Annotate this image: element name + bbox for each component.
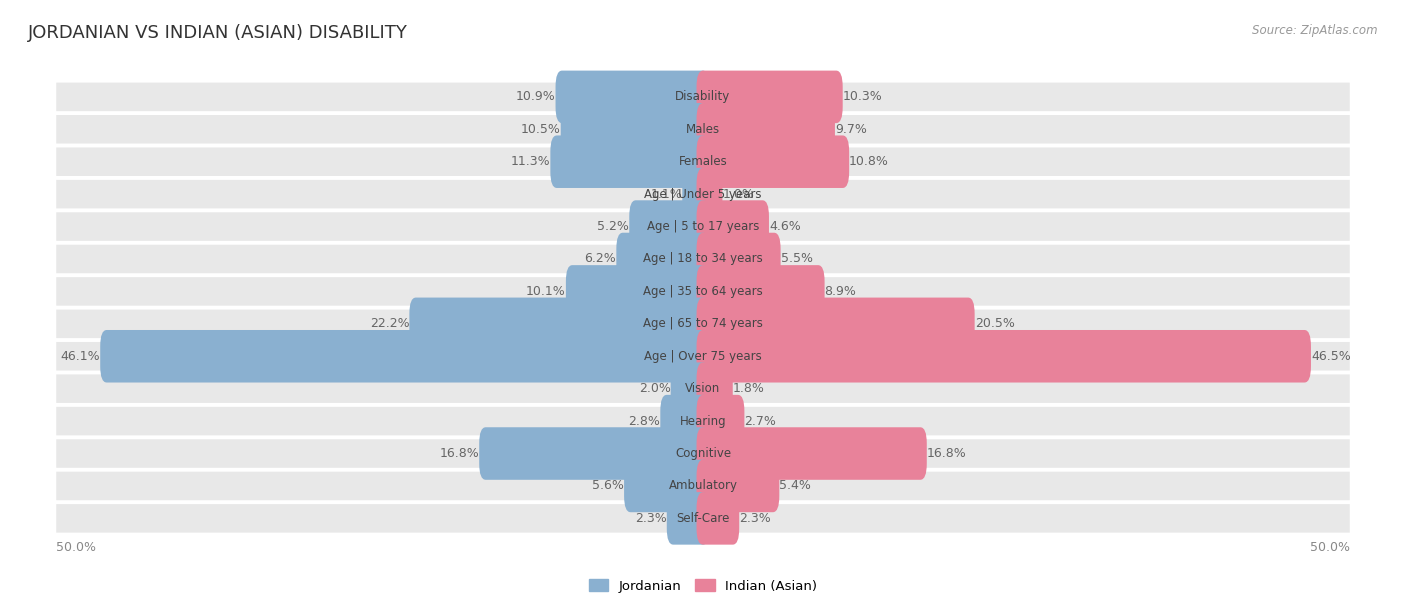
Text: Age | 18 to 34 years: Age | 18 to 34 years [643, 253, 763, 266]
Text: 10.5%: 10.5% [520, 123, 561, 136]
Text: 10.1%: 10.1% [526, 285, 565, 298]
Text: 5.6%: 5.6% [592, 479, 624, 493]
Text: 9.7%: 9.7% [835, 123, 868, 136]
Text: 46.1%: 46.1% [60, 349, 100, 363]
FancyBboxPatch shape [56, 375, 1350, 403]
Text: 2.3%: 2.3% [636, 512, 666, 525]
FancyBboxPatch shape [696, 103, 835, 155]
Text: 2.8%: 2.8% [628, 414, 661, 428]
Text: 20.5%: 20.5% [974, 318, 1015, 330]
Text: 10.3%: 10.3% [842, 91, 883, 103]
FancyBboxPatch shape [624, 460, 710, 512]
FancyBboxPatch shape [56, 180, 1350, 209]
Text: Hearing: Hearing [679, 414, 727, 428]
FancyBboxPatch shape [682, 168, 710, 220]
Text: 50.0%: 50.0% [56, 541, 96, 554]
Text: 1.0%: 1.0% [723, 188, 754, 201]
FancyBboxPatch shape [56, 115, 1350, 144]
Text: 5.4%: 5.4% [779, 479, 811, 493]
FancyBboxPatch shape [56, 504, 1350, 532]
FancyBboxPatch shape [696, 395, 744, 447]
Text: 6.2%: 6.2% [585, 253, 616, 266]
Text: Vision: Vision [685, 382, 721, 395]
FancyBboxPatch shape [696, 233, 780, 285]
Text: Age | 5 to 17 years: Age | 5 to 17 years [647, 220, 759, 233]
Text: 16.8%: 16.8% [927, 447, 966, 460]
Text: 50.0%: 50.0% [1310, 541, 1350, 554]
FancyBboxPatch shape [696, 460, 779, 512]
FancyBboxPatch shape [100, 330, 710, 382]
Text: Females: Females [679, 155, 727, 168]
FancyBboxPatch shape [555, 70, 710, 123]
FancyBboxPatch shape [630, 200, 710, 253]
FancyBboxPatch shape [696, 265, 824, 318]
FancyBboxPatch shape [56, 212, 1350, 241]
FancyBboxPatch shape [550, 135, 710, 188]
FancyBboxPatch shape [56, 83, 1350, 111]
Text: Males: Males [686, 123, 720, 136]
Text: 1.1%: 1.1% [651, 188, 682, 201]
FancyBboxPatch shape [696, 70, 842, 123]
FancyBboxPatch shape [56, 310, 1350, 338]
Text: Disability: Disability [675, 91, 731, 103]
FancyBboxPatch shape [565, 265, 710, 318]
FancyBboxPatch shape [666, 492, 710, 545]
FancyBboxPatch shape [56, 439, 1350, 468]
FancyBboxPatch shape [56, 407, 1350, 435]
Text: 4.6%: 4.6% [769, 220, 801, 233]
Text: Source: ZipAtlas.com: Source: ZipAtlas.com [1253, 24, 1378, 37]
Text: Age | Under 5 years: Age | Under 5 years [644, 188, 762, 201]
Text: 46.5%: 46.5% [1310, 349, 1351, 363]
FancyBboxPatch shape [696, 200, 769, 253]
Text: Cognitive: Cognitive [675, 447, 731, 460]
Text: Age | 35 to 64 years: Age | 35 to 64 years [643, 285, 763, 298]
Text: 11.3%: 11.3% [510, 155, 550, 168]
FancyBboxPatch shape [671, 362, 710, 415]
FancyBboxPatch shape [479, 427, 710, 480]
Text: 2.0%: 2.0% [638, 382, 671, 395]
Legend: Jordanian, Indian (Asian): Jordanian, Indian (Asian) [583, 574, 823, 598]
Text: Age | Over 75 years: Age | Over 75 years [644, 349, 762, 363]
FancyBboxPatch shape [696, 297, 974, 350]
FancyBboxPatch shape [56, 147, 1350, 176]
Text: Ambulatory: Ambulatory [668, 479, 738, 493]
FancyBboxPatch shape [616, 233, 710, 285]
Text: JORDANIAN VS INDIAN (ASIAN) DISABILITY: JORDANIAN VS INDIAN (ASIAN) DISABILITY [28, 24, 408, 42]
Text: 5.2%: 5.2% [598, 220, 630, 233]
Text: 16.8%: 16.8% [440, 447, 479, 460]
Text: Self-Care: Self-Care [676, 512, 730, 525]
FancyBboxPatch shape [561, 103, 710, 155]
Text: Age | 65 to 74 years: Age | 65 to 74 years [643, 318, 763, 330]
Text: 22.2%: 22.2% [370, 318, 409, 330]
Text: 8.9%: 8.9% [824, 285, 856, 298]
FancyBboxPatch shape [56, 472, 1350, 500]
FancyBboxPatch shape [409, 297, 710, 350]
FancyBboxPatch shape [661, 395, 710, 447]
FancyBboxPatch shape [696, 362, 733, 415]
FancyBboxPatch shape [696, 427, 927, 480]
Text: 2.3%: 2.3% [740, 512, 770, 525]
Text: 10.8%: 10.8% [849, 155, 889, 168]
Text: 10.9%: 10.9% [516, 91, 555, 103]
FancyBboxPatch shape [696, 492, 740, 545]
Text: 2.7%: 2.7% [744, 414, 776, 428]
FancyBboxPatch shape [56, 342, 1350, 370]
Text: 1.8%: 1.8% [733, 382, 765, 395]
FancyBboxPatch shape [696, 168, 723, 220]
FancyBboxPatch shape [56, 277, 1350, 305]
FancyBboxPatch shape [696, 135, 849, 188]
Text: 5.5%: 5.5% [780, 253, 813, 266]
FancyBboxPatch shape [56, 245, 1350, 273]
FancyBboxPatch shape [696, 330, 1310, 382]
